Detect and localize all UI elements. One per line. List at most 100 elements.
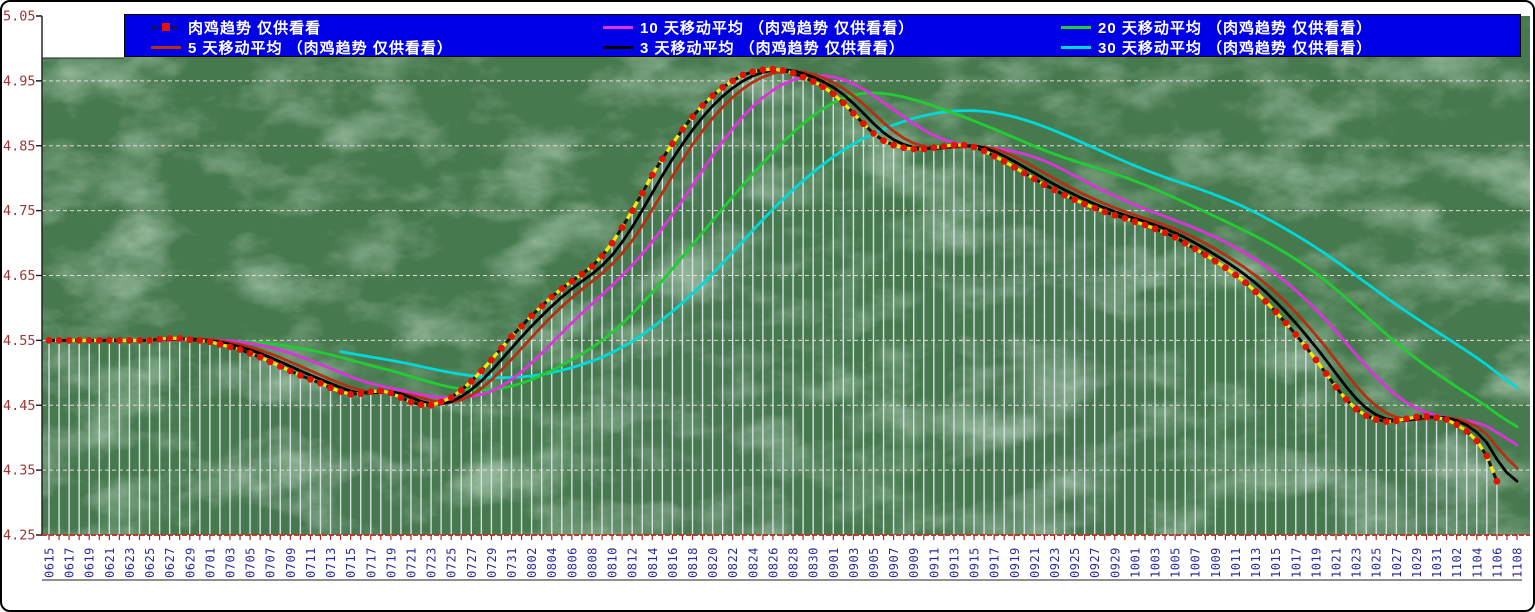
svg-text:1104: 1104 — [1470, 547, 1484, 578]
svg-text:0816: 0816 — [666, 547, 680, 578]
svg-text:1029: 1029 — [1410, 547, 1424, 578]
svg-text:0627: 0627 — [163, 547, 177, 578]
svg-text:0909: 0909 — [907, 547, 921, 578]
svg-text:0623: 0623 — [123, 547, 137, 578]
svg-text:0907: 0907 — [887, 547, 901, 578]
svg-text:0808: 0808 — [585, 547, 599, 578]
svg-text:0717: 0717 — [364, 547, 378, 578]
svg-text:0820: 0820 — [706, 547, 720, 578]
svg-text:1019: 1019 — [1309, 547, 1323, 578]
svg-text:1001: 1001 — [1128, 547, 1142, 578]
legend-item-ma20: 20 天移动平均 （肉鸡趋势 仅供看看） — [1061, 17, 1372, 37]
svg-text:0727: 0727 — [465, 547, 479, 578]
y-axis-labels: 4.25 4.35 4.45 4.55 4.65 4.75 4.85 4.95 5.05 — [3, 9, 36, 544]
svg-text:0615: 0615 — [43, 547, 57, 578]
svg-text:4.25: 4.25 — [3, 528, 36, 544]
svg-text:4.85: 4.85 — [3, 138, 36, 154]
series-ma5-line — [87, 69, 1519, 470]
svg-text:5.05: 5.05 — [3, 9, 36, 25]
legend-label-ma3: 3 天移动平均 （肉鸡趋势 仅供看看） — [640, 39, 905, 57]
legend-label-main: 肉鸡趋势 仅供看看 — [188, 19, 322, 37]
svg-text:0619: 0619 — [83, 547, 97, 578]
svg-text:0707: 0707 — [264, 547, 278, 578]
legend-item-ma3: 3 天移动平均 （肉鸡趋势 仅供看看） — [603, 37, 905, 57]
svg-text:0703: 0703 — [223, 547, 237, 578]
svg-text:1017: 1017 — [1289, 547, 1303, 578]
svg-text:0822: 0822 — [726, 547, 740, 578]
axes — [36, 15, 1530, 581]
svg-text:1013: 1013 — [1249, 547, 1263, 578]
svg-text:0917: 0917 — [988, 547, 1002, 578]
svg-text:4.35: 4.35 — [3, 463, 36, 479]
svg-text:0731: 0731 — [505, 547, 519, 578]
svg-text:4.55: 4.55 — [3, 333, 36, 349]
svg-text:0915: 0915 — [968, 547, 982, 578]
svg-text:1007: 1007 — [1189, 547, 1203, 578]
svg-text:0830: 0830 — [807, 547, 821, 578]
svg-text:0802: 0802 — [525, 547, 539, 578]
svg-text:0617: 0617 — [63, 547, 77, 578]
legend-label-ma5: 5 天移动平均 （肉鸡趋势 仅供看看） — [188, 39, 453, 57]
legend-label-ma10: 10 天移动平均 （肉鸡趋势 仅供看看） — [640, 19, 915, 37]
svg-text:0806: 0806 — [565, 547, 579, 578]
svg-text:0929: 0929 — [1108, 547, 1122, 578]
drop-lines — [48, 69, 1498, 534]
legend-marker-ma3-icon — [603, 45, 633, 49]
series-ma30-line — [339, 109, 1519, 389]
svg-text:0725: 0725 — [445, 547, 459, 578]
svg-text:0723: 0723 — [425, 547, 439, 578]
svg-text:4.95: 4.95 — [3, 73, 36, 89]
svg-text:0721: 0721 — [404, 547, 418, 578]
svg-text:1106: 1106 — [1490, 547, 1504, 578]
series-ma10-line — [138, 74, 1519, 447]
svg-text:0804: 0804 — [545, 547, 559, 578]
svg-text:0903: 0903 — [847, 547, 861, 578]
legend-left-gap — [42, 16, 124, 58]
svg-text:4.75: 4.75 — [3, 203, 36, 219]
legend-marker-ma30-icon — [1061, 45, 1091, 49]
series-main-markers — [45, 65, 1501, 485]
legend-marker-ma20-icon — [1061, 25, 1091, 29]
svg-text:0715: 0715 — [344, 547, 358, 578]
legend-item-ma30: 30 天移动平均 （肉鸡趋势 仅供看看） — [1061, 37, 1372, 57]
svg-text:0828: 0828 — [787, 547, 801, 578]
svg-text:0812: 0812 — [626, 547, 640, 578]
svg-text:1009: 1009 — [1209, 547, 1223, 578]
svg-text:1003: 1003 — [1149, 547, 1163, 578]
svg-text:4.65: 4.65 — [3, 268, 36, 284]
legend-label-ma30: 30 天移动平均 （肉鸡趋势 仅供看看） — [1098, 39, 1373, 57]
svg-text:0919: 0919 — [1008, 547, 1022, 578]
svg-text:0824: 0824 — [746, 547, 760, 578]
svg-text:1025: 1025 — [1370, 547, 1384, 578]
svg-text:1011: 1011 — [1229, 547, 1243, 578]
legend-item-ma5: 5 天移动平均 （肉鸡趋势 仅供看看） — [151, 37, 453, 57]
svg-text:0709: 0709 — [284, 547, 298, 578]
svg-text:0719: 0719 — [384, 547, 398, 578]
svg-text:0814: 0814 — [646, 547, 660, 578]
legend: 肉鸡趋势 仅供看看 5 天移动平均 （肉鸡趋势 仅供看看） 10 天移动平均 （… — [124, 14, 1521, 57]
svg-text:1023: 1023 — [1350, 547, 1364, 578]
legend-marker-ma10-icon — [603, 25, 633, 29]
svg-text:0810: 0810 — [606, 547, 620, 578]
series-ma20-line — [238, 91, 1519, 429]
svg-text:0621: 0621 — [103, 547, 117, 578]
legend-label-ma20: 20 天移动平均 （肉鸡趋势 仅供看看） — [1098, 19, 1373, 37]
svg-text:0921: 0921 — [1028, 547, 1042, 578]
svg-text:0629: 0629 — [183, 547, 197, 578]
svg-text:0913: 0913 — [947, 547, 961, 578]
svg-text:1102: 1102 — [1450, 547, 1464, 578]
svg-text:0911: 0911 — [927, 547, 941, 578]
svg-text:0705: 0705 — [244, 547, 258, 578]
svg-text:0701: 0701 — [203, 547, 217, 578]
svg-text:1021: 1021 — [1330, 547, 1344, 578]
svg-text:4.45: 4.45 — [3, 398, 36, 414]
legend-marker-ma5-icon — [151, 45, 181, 49]
svg-text:0925: 0925 — [1068, 547, 1082, 578]
svg-text:0901: 0901 — [827, 547, 841, 578]
svg-text:0729: 0729 — [485, 547, 499, 578]
svg-text:0818: 0818 — [686, 547, 700, 578]
legend-item-main: 肉鸡趋势 仅供看看 — [151, 17, 321, 37]
svg-text:0625: 0625 — [143, 547, 157, 578]
